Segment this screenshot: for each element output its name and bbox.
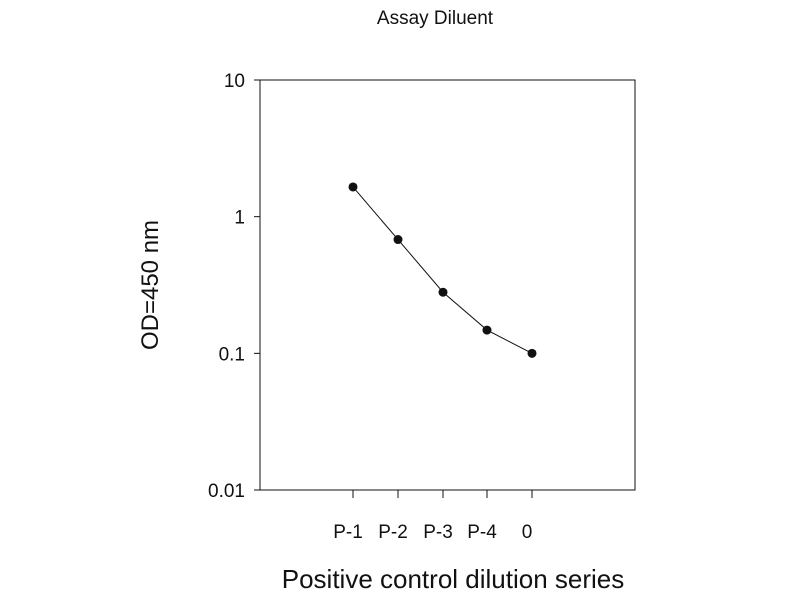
x-tick-label: P-3	[423, 522, 453, 543]
series-line	[352, 186, 533, 354]
data-point	[482, 325, 492, 335]
x-axis-ticks: P-1 P-2 P-3 P-4 0	[333, 490, 533, 543]
y-axis-title: OD=450 nm	[137, 220, 164, 350]
y-tick-label: 0.01	[208, 481, 245, 502]
chart-title: Assay Diluent	[377, 8, 494, 29]
x-tick-label: P-1	[333, 522, 363, 543]
x-axis-title: Positive control dilution series	[282, 564, 625, 594]
data-point	[393, 235, 403, 245]
y-tick-label: 0.1	[219, 344, 245, 365]
y-axis-ticks: 10 1 0.1 0.01	[208, 71, 260, 502]
y-tick-label: 10	[224, 71, 245, 92]
x-tick-label: 0	[522, 522, 533, 543]
x-tick-label: P-2	[378, 522, 408, 543]
data-points	[348, 182, 537, 358]
data-point	[527, 348, 537, 358]
y-tick-label: 1	[234, 208, 245, 229]
x-tick-label: P-4	[467, 522, 497, 543]
plot-frame	[259, 79, 636, 491]
data-point	[438, 287, 448, 297]
data-point	[348, 182, 358, 192]
